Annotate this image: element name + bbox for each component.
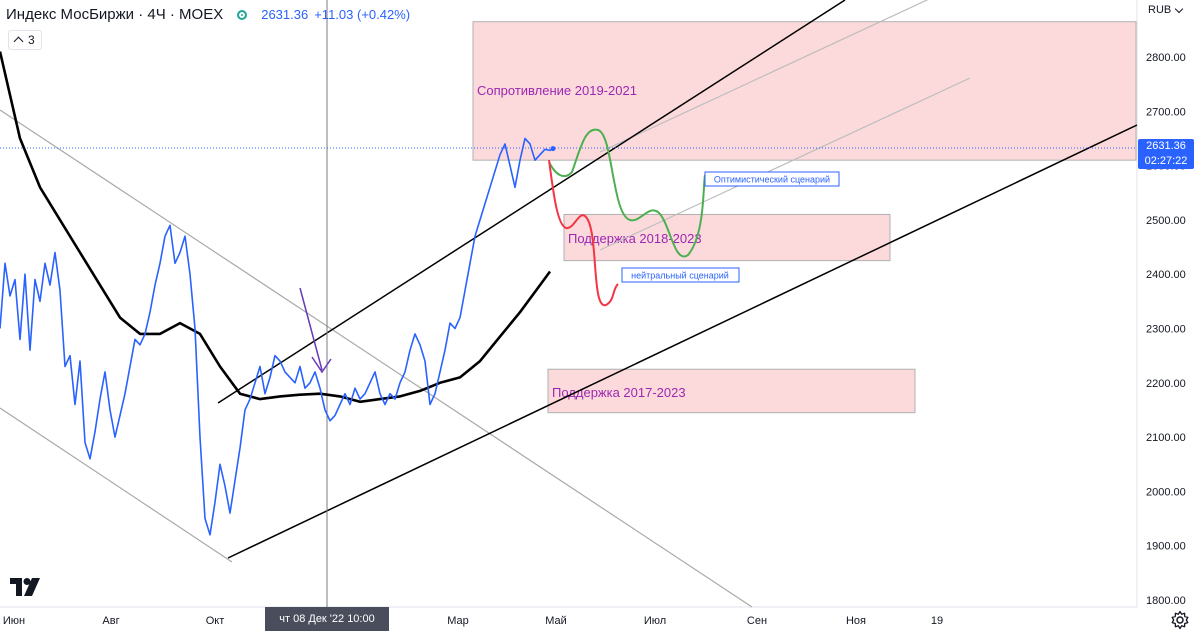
symbol-legend[interactable]: Индекс МосБиржи · 4Ч · MOEX 2631.36 +11.… [6, 6, 410, 23]
channel-line-upper [0, 109, 753, 608]
y-tick-label: 2700.00 [1146, 106, 1186, 118]
ascending-channel[interactable] [217, 0, 1138, 559]
channel-extension-upper [599, 0, 929, 153]
y-tick-label: 2300.00 [1146, 324, 1186, 336]
y-tick-label: 2100.00 [1146, 432, 1186, 444]
annotation-neutral: нейтральный сценарий [631, 271, 729, 281]
y-tick-label: 2000.00 [1146, 486, 1186, 498]
last-price-tag: 2631.36 02:27:22 [1138, 139, 1194, 169]
last-price: 2631.36 [261, 7, 309, 22]
zone-label-2: Поддержка 2018-2023 [568, 231, 702, 246]
price-tag-value: 2631.36 [1146, 140, 1186, 152]
y-tick-label: 2400.00 [1146, 269, 1186, 281]
scenario-optimistic-curve [548, 128, 706, 258]
annotation-optimistic: Оптимистический сценарий [714, 175, 830, 185]
channel-extension-lower [599, 77, 971, 251]
currency-label: RUB [1148, 4, 1172, 16]
price-change: +11.03 (+0.42%) [314, 7, 411, 22]
channel-line-lower [0, 407, 233, 563]
x-tick-label: Ноя [846, 615, 866, 627]
x-tick-label: Май [545, 615, 567, 627]
tradingview-logo-icon[interactable] [10, 578, 42, 596]
channel-line-top [217, 0, 846, 404]
indicators-count: 3 [28, 33, 35, 47]
x-tick-label: 19 [931, 615, 943, 627]
moving-average-line[interactable] [0, 51, 552, 404]
x-tick-label: Июн [3, 615, 25, 627]
indicators-toggle-button[interactable]: 3 [8, 30, 42, 50]
chevron-down-icon [13, 36, 24, 47]
zone-rect-2[interactable] [563, 213, 891, 262]
symbol-title[interactable]: Индекс МосБиржи · 4Ч · MOEX [6, 6, 224, 23]
x-tick-label: Окт [206, 615, 225, 627]
y-tick-label: 2200.00 [1146, 378, 1186, 390]
y-tick-label: 1900.00 [1146, 541, 1186, 553]
y-tick-label: 2800.00 [1146, 52, 1186, 64]
market-status-icon [237, 9, 248, 20]
chevron-down-icon [1174, 4, 1184, 13]
arrow-annotation [299, 287, 332, 374]
price-tag-countdown: 02:27:22 [1144, 155, 1188, 167]
descending-channel[interactable] [0, 109, 753, 608]
x-tick-label: Июл [644, 615, 666, 627]
y-tick-label: 2500.00 [1146, 215, 1186, 227]
currency-selector[interactable]: RUB [1148, 4, 1184, 16]
crosshair-date-tag: чт 08 Дек '22 10:00 [265, 607, 389, 631]
x-tick-label: Авг [102, 615, 119, 627]
gear-icon[interactable] [1170, 610, 1190, 630]
price-line[interactable] [0, 137, 554, 536]
x-tick-label: Сен [747, 615, 767, 627]
x-tick-label: Мар [447, 615, 469, 627]
y-tick-label: 1800.00 [1146, 595, 1186, 607]
zone-label-1: Сопротивление 2019-2021 [477, 83, 637, 98]
channel-line-bottom [227, 124, 1138, 559]
zone-label-3: Поддержка 2017-2023 [552, 385, 686, 400]
last-price-point [550, 146, 556, 152]
zone-rect-1[interactable] [472, 21, 1137, 161]
scenario-neutral-curve [548, 159, 619, 307]
